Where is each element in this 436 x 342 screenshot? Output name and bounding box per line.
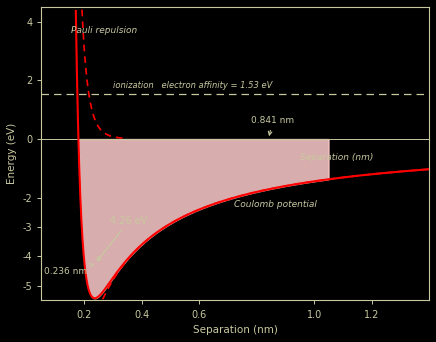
X-axis label: Separation (nm): Separation (nm) xyxy=(193,325,278,335)
Text: 0.236 nm: 0.236 nm xyxy=(44,264,94,276)
Text: 0.841 nm: 0.841 nm xyxy=(251,116,294,135)
Text: ionization   electron affinity = 1.53 eV: ionization electron affinity = 1.53 eV xyxy=(113,81,272,90)
Text: Separation (nm): Separation (nm) xyxy=(300,153,373,161)
Y-axis label: Energy (eV): Energy (eV) xyxy=(7,123,17,184)
Text: Pauli repulsion: Pauli repulsion xyxy=(72,26,138,35)
Text: 4.26 eV: 4.26 eV xyxy=(97,216,147,261)
Text: Coulomb potential: Coulomb potential xyxy=(234,199,317,209)
